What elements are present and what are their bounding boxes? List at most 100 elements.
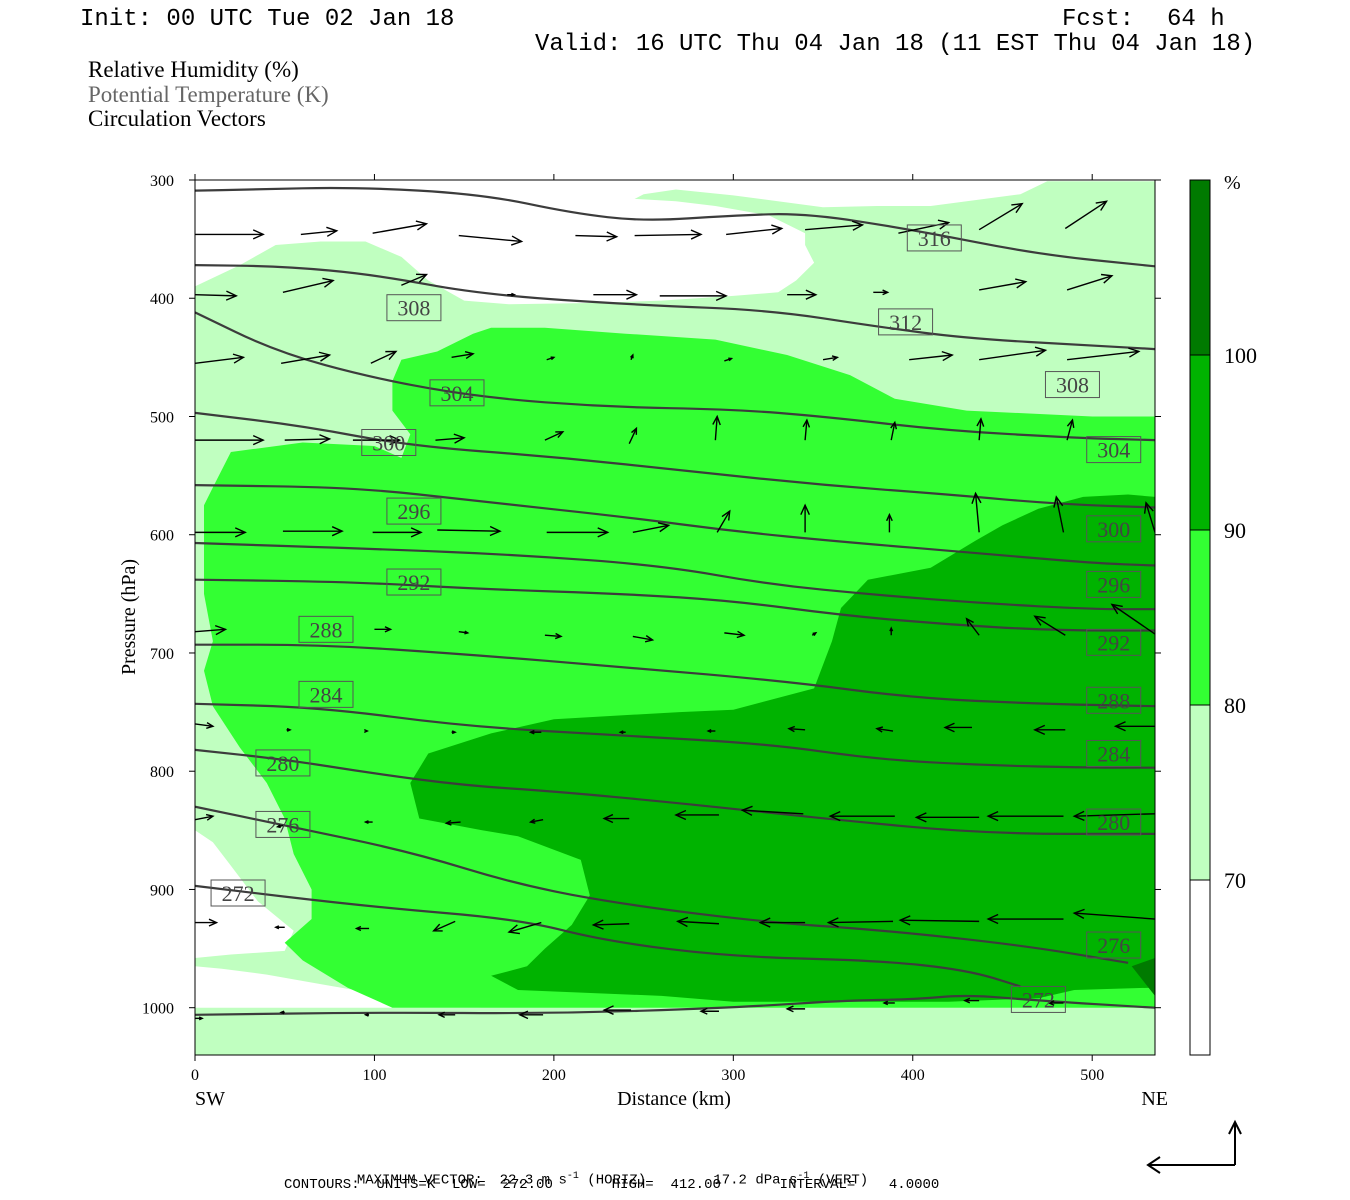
contour-label-box	[1086, 808, 1142, 836]
vector-arrowhead	[889, 626, 894, 632]
circulation-vector	[632, 522, 671, 534]
circulation-vector	[1033, 724, 1066, 735]
vector-arrowhead	[690, 229, 703, 240]
contour-label-box	[1086, 515, 1142, 543]
contour-label-box	[906, 224, 962, 252]
theta-contour-304	[195, 411, 1155, 509]
vector-arrowhead	[597, 527, 610, 538]
circulation-vector	[898, 915, 980, 926]
theta-contour-272	[195, 884, 1021, 988]
vector-arrowhead	[941, 350, 954, 362]
circulation-vector	[275, 824, 284, 829]
horizontal-exponent: -1	[566, 1171, 579, 1182]
y-tick-label: 600	[150, 528, 174, 545]
vector-arrowhead	[528, 729, 535, 735]
vector-arrowhead	[875, 726, 884, 733]
x-tick-label: 400	[901, 1067, 925, 1084]
forecast-label: Fcst:	[1062, 6, 1135, 33]
vector-arrowhead	[331, 526, 344, 537]
colorbar-segment	[1189, 529, 1211, 706]
axes-layer: 0 100 200 300 400 500 300 400 500 600 700 800 900 100…	[142, 173, 1161, 1084]
vector-arrowhead	[1128, 347, 1141, 358]
circulation-vector	[195, 1016, 204, 1021]
vector-arrowhead	[771, 224, 784, 235]
vector-arrowhead	[274, 925, 280, 930]
circulation-vector	[979, 278, 1028, 291]
circulation-vector	[758, 917, 806, 928]
circulation-vector	[909, 350, 954, 362]
contour-label: 288	[1086, 686, 1142, 714]
circulation-vector	[591, 919, 630, 930]
circulation-vector	[363, 820, 373, 825]
contour-label-box	[878, 308, 934, 336]
theta-contour-316	[195, 186, 1155, 268]
vector-shaft	[632, 524, 669, 534]
vector-shaft	[677, 920, 720, 925]
circulation-vector	[1072, 810, 1155, 822]
colorbar-segment	[1189, 354, 1211, 531]
circulation-vector	[875, 726, 894, 733]
vector-layer	[195, 200, 1155, 1021]
vector-shaft	[593, 923, 630, 926]
y-tick-label: 300	[150, 173, 174, 190]
circulation-vector	[528, 729, 542, 735]
vector-arrowhead	[699, 1007, 708, 1015]
circulation-vector	[890, 420, 898, 441]
circulation-vector	[826, 917, 894, 928]
vector-shaft	[632, 635, 653, 641]
vector-shaft	[828, 920, 894, 924]
circulation-vector	[451, 350, 475, 360]
circulation-vector	[372, 527, 423, 538]
reference-vector-horizontal	[1146, 1156, 1235, 1174]
contour-label-text: 308	[397, 296, 430, 321]
circulation-vector	[195, 722, 215, 729]
contours-info: CONTOURS: UNITS=K LOW= 272.00 HIGH= 412.…	[284, 1177, 940, 1193]
vector-shaft	[195, 628, 226, 633]
circulation-vector	[195, 434, 265, 446]
circulation-vector	[885, 512, 893, 533]
contour-label-box	[1086, 739, 1142, 767]
circulation-vector	[1033, 615, 1066, 636]
vector-shaft	[742, 809, 804, 815]
circulation-vector	[632, 635, 655, 643]
circulation-vector	[281, 351, 332, 364]
vector-arrowhead	[389, 434, 402, 446]
circulation-vector	[300, 226, 339, 237]
contour-label: 276	[1086, 931, 1142, 959]
circulation-vector	[195, 229, 265, 240]
vector-arrowhead	[1033, 724, 1046, 735]
vector-arrowhead	[937, 219, 951, 230]
vector-arrowhead	[363, 729, 369, 734]
circulation-vector	[706, 729, 716, 734]
circulation-vector	[435, 433, 466, 444]
circulation-vector	[800, 503, 811, 533]
contour-label-box	[386, 497, 442, 525]
vector-arrowhead	[812, 631, 818, 637]
theta-contour-300	[195, 484, 1155, 567]
vector-shaft	[300, 230, 337, 236]
circulation-vector	[1066, 418, 1075, 441]
vector-shaft	[433, 920, 456, 932]
circulation-vector	[602, 813, 630, 824]
init-time: Init: 00 UTC Tue 02 Jan 18	[80, 6, 455, 33]
circulation-vector	[971, 491, 982, 533]
circulation-vector	[986, 913, 1064, 925]
vector-arrowhead	[787, 725, 796, 733]
vector-arrowhead	[208, 918, 219, 927]
vector-arrowhead	[528, 818, 536, 824]
contour-label-text: 276	[266, 812, 299, 837]
contour-label: 284	[1086, 739, 1142, 767]
circulation-vector	[286, 727, 292, 732]
x-tick-label: 300	[721, 1067, 745, 1084]
circulation-vector	[873, 289, 890, 296]
circulation-vector	[882, 1000, 895, 1006]
contour-label-text: 280	[266, 751, 299, 776]
vector-arrowhead	[415, 273, 429, 283]
contour-label: 316	[906, 224, 962, 252]
vector-arrowhead	[971, 491, 982, 504]
circulation-vector	[444, 819, 461, 826]
vector-arrowhead	[318, 351, 332, 362]
vector-arrowhead	[1072, 810, 1085, 822]
vector-shaft	[726, 227, 782, 236]
vector-arrowhead	[898, 915, 911, 926]
